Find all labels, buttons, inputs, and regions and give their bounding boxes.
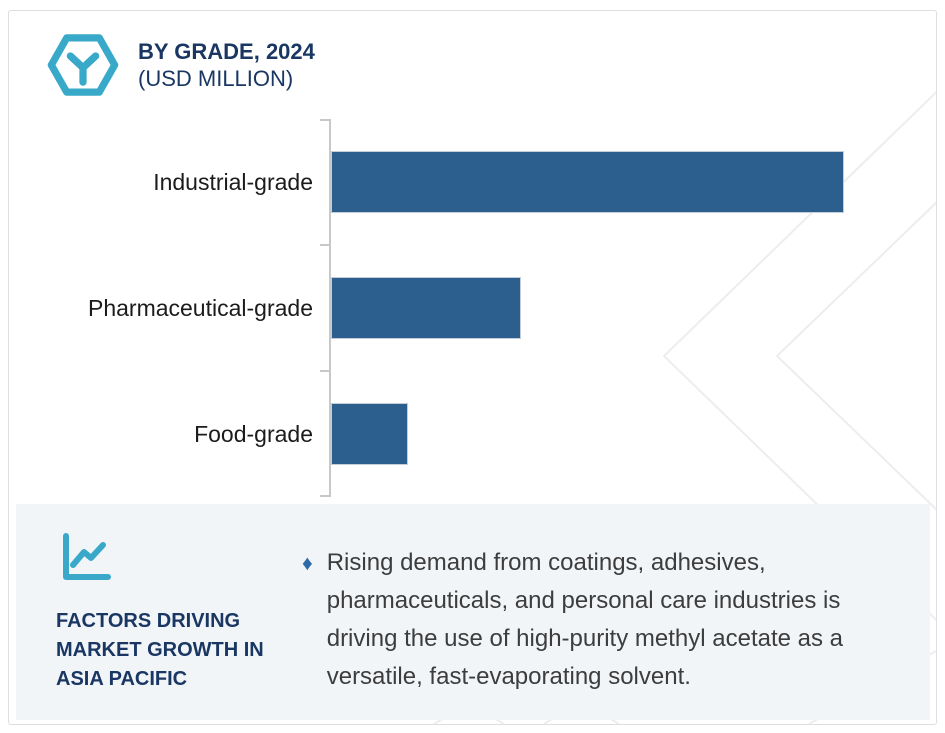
chart-header: BY GRADE, 2024 (USD MILLION) xyxy=(45,31,315,99)
hexagon-box-icon xyxy=(47,34,119,96)
axis-tick xyxy=(320,495,329,497)
bar-chart-rows: Industrial-grade Pharmaceutical-grade Food… xyxy=(9,119,936,497)
factors-left-column: FACTORS DRIVING MARKET GROWTH IN ASIA PA… xyxy=(16,504,294,720)
bar-cell xyxy=(329,245,936,371)
chart-card: BY GRADE, 2024 (USD MILLION) Industrial-… xyxy=(8,10,937,725)
factors-bullet-item: ♦ Rising demand from coatings, adhesives… xyxy=(302,544,890,696)
bar-chart: Industrial-grade Pharmaceutical-grade Food… xyxy=(9,119,936,497)
bar-food-grade xyxy=(331,403,408,465)
category-label: Industrial-grade xyxy=(153,168,313,195)
bar-cell xyxy=(329,371,936,497)
chart-title-line1: BY GRADE, 2024 xyxy=(138,39,315,64)
line-chart-icon xyxy=(63,533,111,580)
chart-title-line2: (USD MILLION) xyxy=(138,66,294,91)
category-label: Food-grade xyxy=(194,420,313,447)
factors-panel: FACTORS DRIVING MARKET GROWTH IN ASIA PA… xyxy=(16,504,930,720)
chart-row: Pharmaceutical-grade xyxy=(9,245,936,371)
axis-tick xyxy=(320,370,329,372)
factors-heading: FACTORS DRIVING MARKET GROWTH IN ASIA PA… xyxy=(56,610,264,690)
factors-bullet-text: Rising demand from coatings, adhesives, … xyxy=(326,549,843,690)
category-label: Pharmaceutical-grade xyxy=(87,294,313,321)
chart-row: Industrial-grade xyxy=(9,119,936,245)
bar-industrial-grade xyxy=(331,151,844,213)
bar-pharmaceutical-grade xyxy=(331,277,521,339)
bar-cell xyxy=(329,119,936,245)
axis-tick xyxy=(320,119,329,121)
chart-row: Food-grade xyxy=(9,371,936,497)
diamond-bullet-icon: ♦ xyxy=(302,552,313,575)
factors-right-column: ♦ Rising demand from coatings, adhesives… xyxy=(294,504,930,720)
axis-tick xyxy=(320,243,329,246)
chart-title: BY GRADE, 2024 (USD MILLION) xyxy=(138,38,315,92)
y-axis-line xyxy=(329,119,331,497)
